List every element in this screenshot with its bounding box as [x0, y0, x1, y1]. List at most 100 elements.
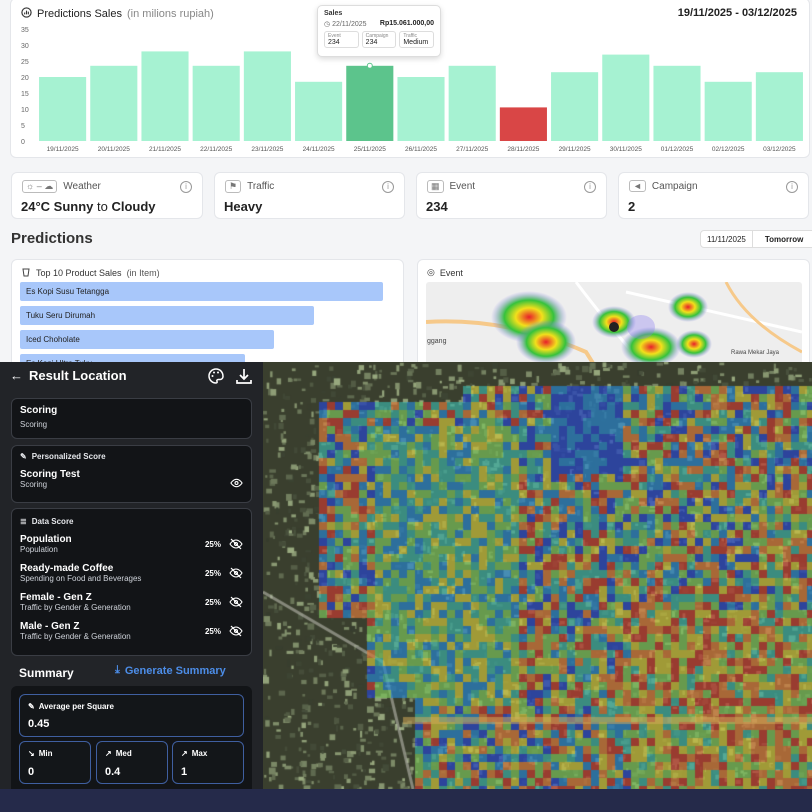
data-row-percent: 25% [204, 627, 221, 636]
top10-product-card: Top 10 Product Sales (in Item) Es Kopi Su… [11, 259, 404, 362]
highlight-marker [366, 62, 373, 69]
max-box: ↗ Max 1 [172, 741, 244, 784]
data-score-head: Data Score [31, 517, 74, 526]
database-icon: ≣ [20, 517, 27, 526]
top10-bar-item[interactable]: Tuku Seru Dirumah [20, 306, 315, 325]
edit-file-icon: ✎ [20, 452, 27, 461]
data-row-subtitle: Traffic by Gender & Generation [20, 632, 131, 641]
chart-title: Predictions Sales [37, 8, 122, 20]
med-box: ↗ Med 0.4 [96, 741, 168, 784]
min-value: 0 [28, 766, 35, 778]
data-score-row: Female - Gen Z Traffic by Gender & Genera… [20, 592, 243, 618]
back-arrow-icon[interactable]: ← [10, 368, 23, 383]
data-row-title: Population [20, 534, 72, 545]
bar-25/11/2025[interactable] [346, 65, 394, 141]
y-tick-label: 25 [21, 59, 29, 66]
bar-27/11/2025[interactable] [448, 65, 496, 141]
chart-subtitle: (in milions rupiah) [127, 8, 214, 20]
campaign-value: 2 [628, 199, 636, 214]
weather-card[interactable]: ☼ – ☁ Weather 24°C Sunny to Cloudy i [11, 172, 203, 219]
generate-summary-button[interactable]: ⤓ Generate Summary [115, 664, 226, 677]
bar-26/11/2025[interactable] [397, 77, 445, 141]
eye-off-icon[interactable] [229, 595, 243, 613]
personalized-score-card[interactable]: ✎ Personalized Score Scoring Test Scoring [11, 445, 252, 503]
bar-02/12/2025[interactable] [704, 81, 752, 141]
prediction-date-select[interactable]: 11/11/2025 Tomorrow ⌄ [700, 230, 812, 248]
result-title: Result Location [29, 368, 127, 383]
info-icon[interactable]: i [584, 181, 596, 193]
eye-icon[interactable] [230, 475, 243, 493]
info-icon[interactable]: i [786, 181, 798, 193]
x-tick-label: 22/11/2025 [200, 146, 232, 153]
x-tick-label: 27/11/2025 [456, 146, 488, 153]
scoring-card[interactable]: Scoring Scoring [11, 398, 252, 439]
event-heatmap[interactable]: ggang Rawa Mekar Jaya [426, 282, 802, 362]
download-icon[interactable] [235, 367, 253, 390]
event-map-title: Event [439, 267, 463, 278]
data-row-subtitle: Traffic by Gender & Generation [20, 603, 131, 612]
max-value: 1 [181, 766, 188, 778]
bar-01/12/2025[interactable] [653, 65, 701, 141]
weather-label: Weather [63, 181, 101, 192]
x-tick-label: 02/12/2025 [712, 146, 745, 153]
score-grid-overlay [263, 362, 812, 789]
campaign-label: Campaign [651, 180, 698, 192]
megaphone-icon: ◄ [629, 180, 646, 192]
satellite-score-map[interactable] [263, 362, 812, 789]
data-row-percent: 25% [204, 540, 221, 549]
x-tick-label: 30/11/2025 [610, 146, 642, 153]
summary-title: Summary [19, 666, 74, 680]
bar-22/11/2025[interactable] [192, 65, 240, 141]
data-score-card: ≣ Data Score Population Population 25% Ready… [11, 508, 252, 656]
info-icon[interactable]: i [382, 181, 394, 193]
data-row-subtitle: Population [20, 545, 58, 554]
top10-bar-item[interactable]: Iced Choholate [20, 330, 275, 349]
tooltip-campaign: Campaign 234 [361, 31, 397, 48]
sales-bar-chart: 0 5 10 15 20 25 30 35 19/11/2025 20/11/2025 21/11/… [21, 27, 803, 153]
traffic-value: Heavy [224, 199, 263, 214]
bar-28/11/2025[interactable] [499, 107, 547, 141]
data-row-title: Female - Gen Z [20, 592, 92, 603]
event-card[interactable]: ▦ Event 234 i [416, 172, 607, 219]
x-tick-label: 24/11/2025 [303, 146, 335, 153]
bar-29/11/2025[interactable] [551, 72, 599, 141]
y-tick-label: 5 [21, 123, 25, 130]
bar-21/11/2025[interactable] [141, 51, 189, 141]
eye-off-icon[interactable] [229, 537, 243, 555]
x-tick-label: 19/11/2025 [47, 146, 79, 153]
bar-24/11/2025[interactable] [295, 81, 343, 141]
traffic-card[interactable]: ⚑ Traffic Heavy i [214, 172, 405, 219]
prediction-when-dropdown[interactable]: Tomorrow ⌄ [751, 231, 812, 247]
med-value: 0.4 [105, 766, 121, 778]
campaign-card[interactable]: ◄ Campaign 2 i [618, 172, 809, 219]
y-tick-label: 15 [21, 91, 29, 98]
tooltip-amount: Rp15.061.000,00 [379, 20, 434, 27]
clock-icon: ◷ [324, 21, 331, 28]
chart-icon [21, 7, 32, 21]
tooltip-traffic: Traffic Medium [399, 31, 435, 48]
x-tick-label: 03/12/2025 [763, 146, 796, 153]
top10-title: Top 10 Product Sales [36, 268, 122, 278]
eye-off-icon[interactable] [229, 624, 243, 642]
calendar-icon: ▦ [427, 180, 444, 193]
sales-dashboard: 0 5 10 15 20 25 30 35 19/11/2025 20/11/2025 21/11/… [0, 0, 812, 362]
x-tick-label: 20/11/2025 [98, 146, 130, 153]
personalized-head: Personalized Score [31, 452, 106, 461]
top10-subtitle: (in Item) [126, 268, 160, 278]
bar-30/11/2025[interactable] [602, 54, 650, 141]
event-map-card: ◎ Event [417, 259, 810, 362]
bar-19/11/2025[interactable] [39, 77, 87, 141]
info-icon[interactable]: i [180, 181, 192, 193]
top10-bar-item[interactable]: Es Kopi Ultra Tuku [20, 354, 246, 362]
palette-icon[interactable] [207, 367, 225, 390]
top10-bar-item[interactable]: Es Kopi Susu Tetangga [20, 282, 383, 301]
x-tick-label: 01/12/2025 [661, 146, 694, 153]
eye-off-icon[interactable] [229, 566, 243, 584]
edit-file-icon: ✎ [28, 702, 35, 711]
bar-03/12/2025[interactable] [755, 72, 803, 141]
bar-20/11/2025[interactable] [90, 65, 138, 141]
y-tick-label: 0 [21, 139, 25, 146]
map-label-left: ggang [427, 338, 447, 345]
chart-line-icon: ↗ [181, 749, 188, 758]
bar-23/11/2025[interactable] [243, 51, 291, 141]
